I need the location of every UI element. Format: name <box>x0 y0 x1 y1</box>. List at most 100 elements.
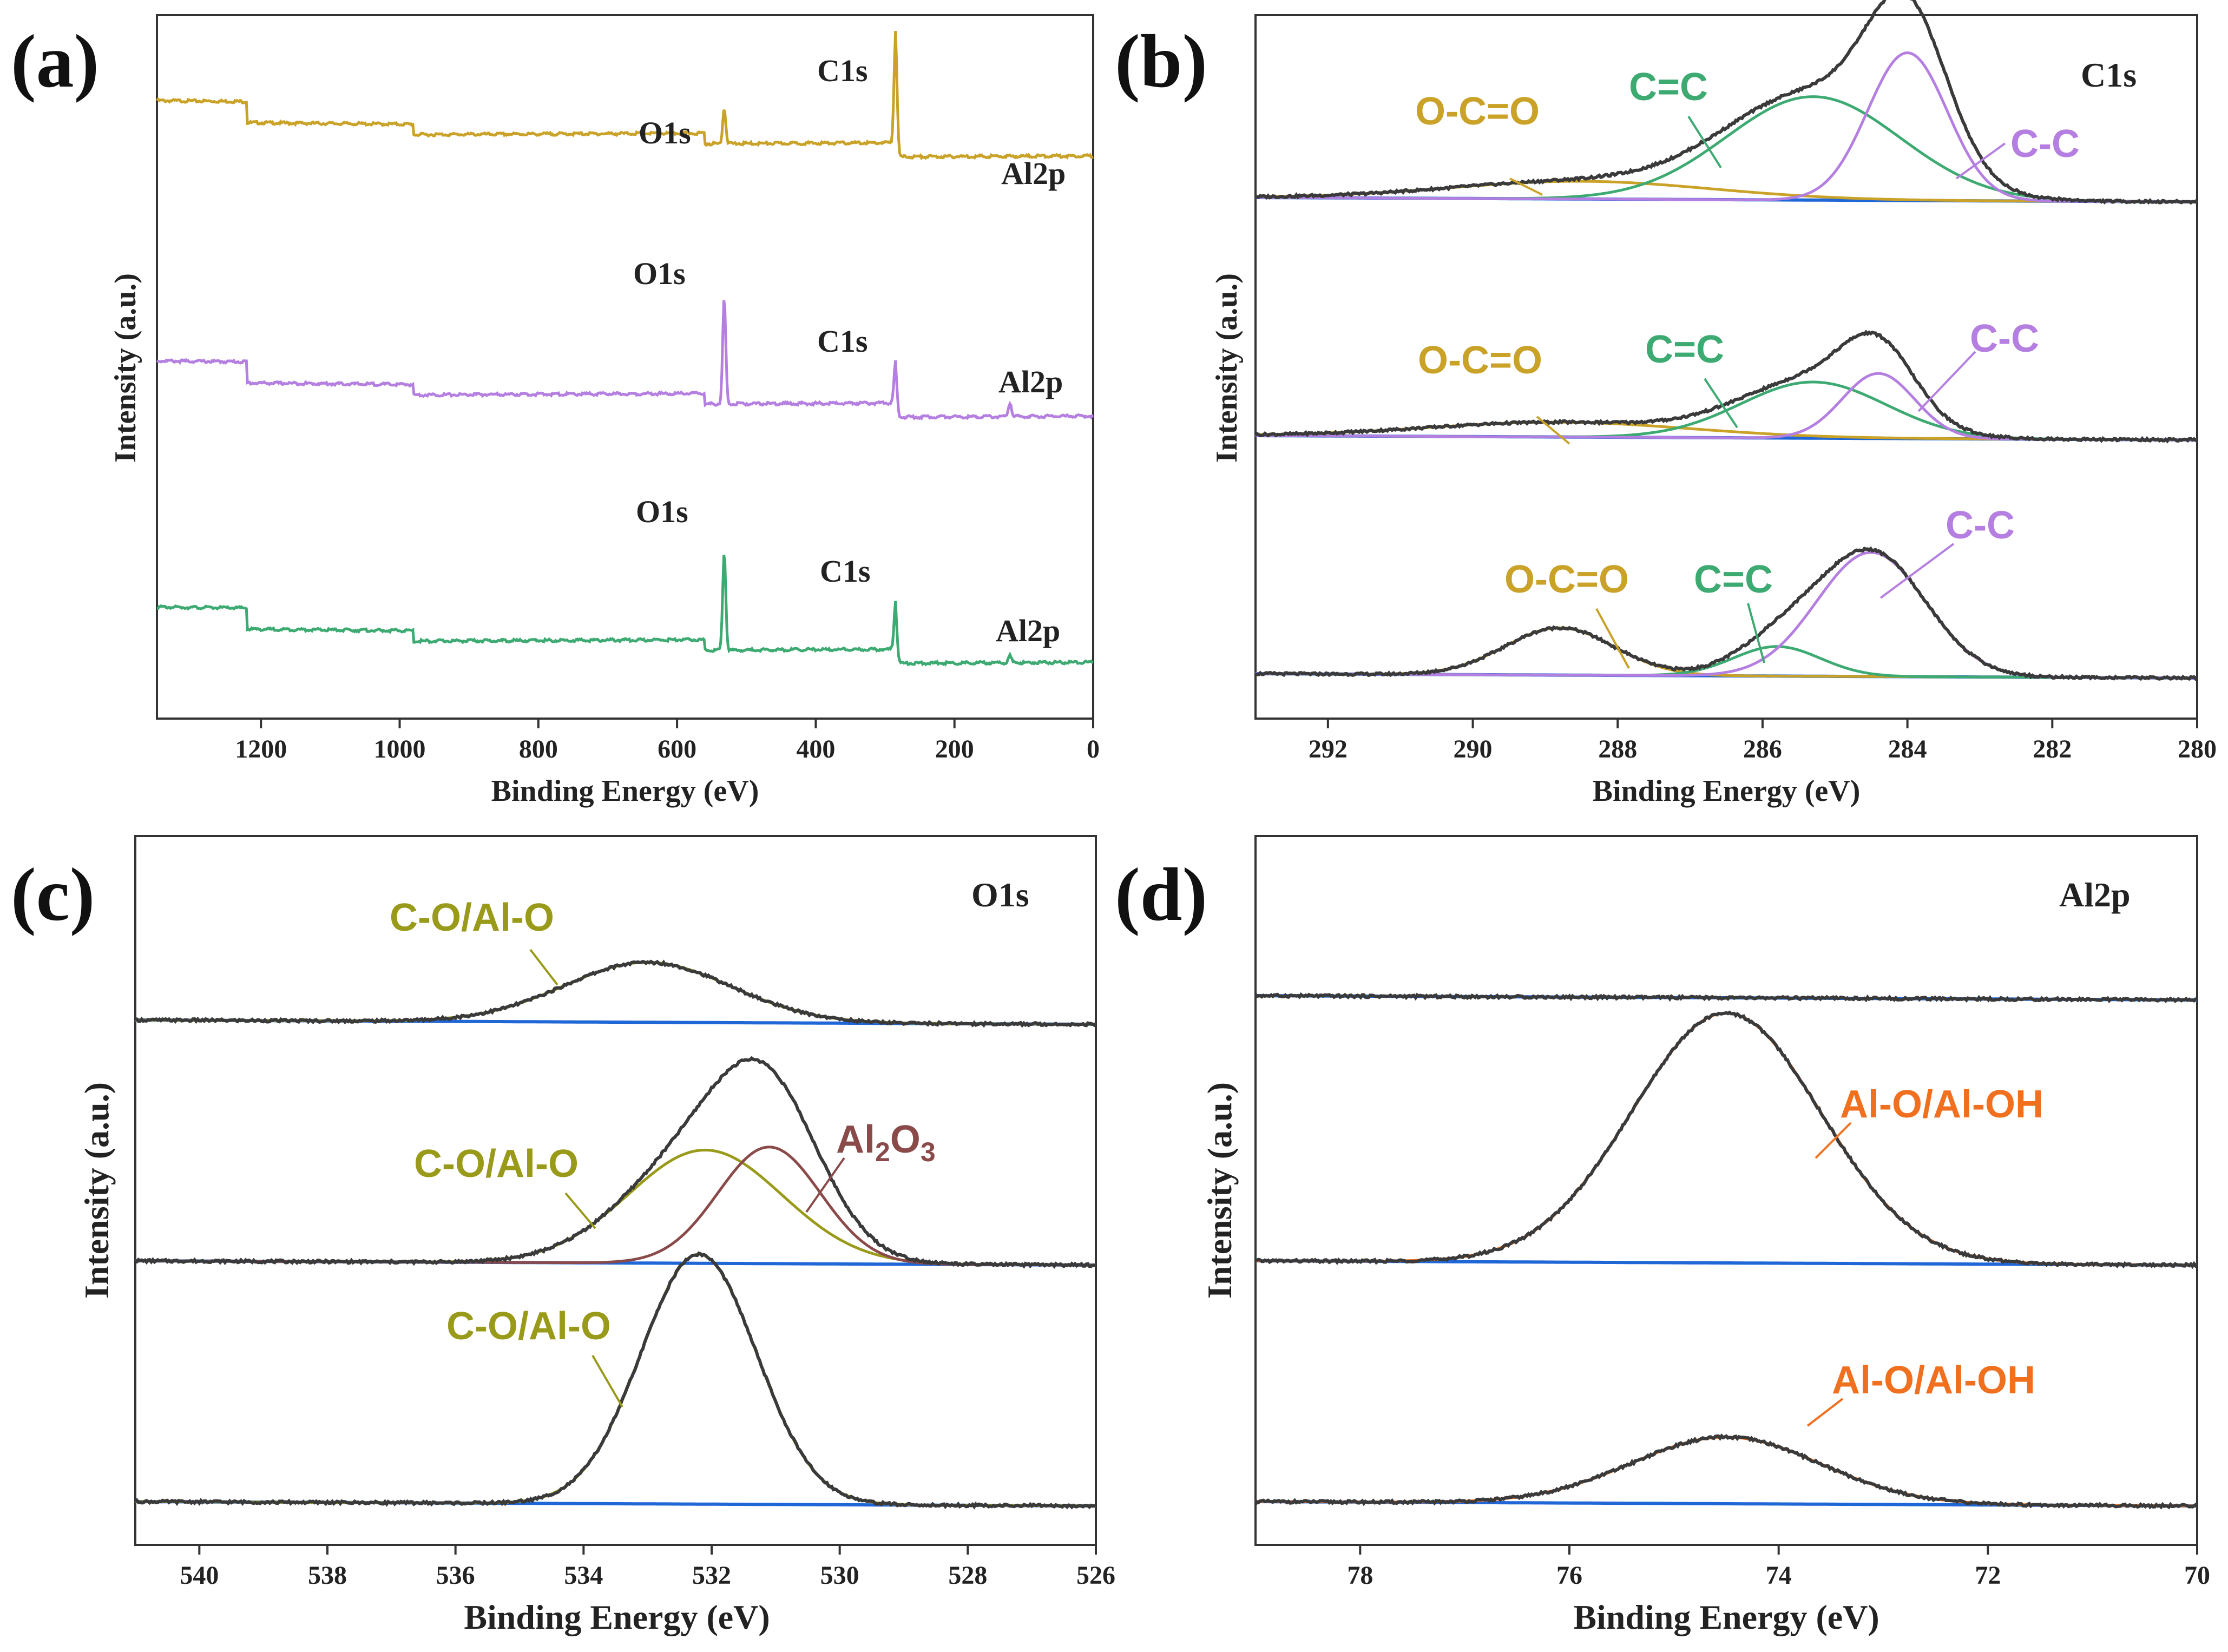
panel-c-tick-label-0: 540 <box>180 1561 219 1590</box>
panel-d-tick-label-4: 70 <box>2184 1561 2210 1590</box>
panel-c-label: (c) <box>11 853 95 937</box>
c-mid-label: C-O/Al-O <box>414 1142 579 1186</box>
b-top-cc-leader <box>1955 142 2006 180</box>
a-top-o1s: O1s <box>639 115 691 150</box>
c-mid-leader <box>564 1192 596 1229</box>
panel-c-ylabel: Intensity (a.u.) <box>77 1082 116 1299</box>
panel-b: 292 290 288 286 284 282 280 Binding Energy (eV… <box>1210 0 2217 808</box>
a-mid-al2p: Al2p <box>998 364 1063 399</box>
b-bot-cc: C-C <box>1946 504 2015 547</box>
panel-a-tick-label-1: 1000 <box>374 735 426 764</box>
b-bot-occo: O-C=O <box>1504 558 1629 601</box>
c-bot-leader <box>591 1354 623 1408</box>
panel-a-tick-label-3: 600 <box>658 735 696 764</box>
panel-d-component-2-0 <box>1256 1436 2197 1508</box>
panel-b-corner-label: C1s <box>2081 56 2137 94</box>
panel-b-tick-label-4: 284 <box>1888 735 1927 764</box>
b-mid-cc-leader <box>1917 351 1976 412</box>
panel-b-ylabel: Intensity (a.u.) <box>1210 273 1244 463</box>
panel-a-series-bottom <box>156 555 1094 667</box>
panel-b-tick-label-6: 280 <box>2178 735 2217 764</box>
b-bot-cc2-leader <box>1747 603 1765 663</box>
a-mid-o1s: O1s <box>633 256 686 291</box>
panel-c-tick-label-6: 528 <box>948 1561 987 1590</box>
a-top-al2p: Al2p <box>1001 156 1066 191</box>
b-mid-cc2-leader <box>1704 378 1738 429</box>
panel-a-series-top <box>156 31 1094 161</box>
panel-b-envelope-1 <box>1254 330 2198 444</box>
panel-b-xlabel: Binding Energy (eV) <box>1593 774 1861 808</box>
panel-a-tick-label-2: 800 <box>519 735 558 764</box>
b-top-cc2-leader <box>1687 115 1722 169</box>
panel-a-tick-label-6: 0 <box>1087 735 1100 764</box>
panel-c-component-1-0 <box>135 1148 1096 1267</box>
panel-c-tick-label-3: 534 <box>564 1561 603 1590</box>
panel-c-tick-label-1: 538 <box>308 1561 347 1590</box>
panel-b-frame <box>1254 14 2198 720</box>
a-bot-o1s: O1s <box>636 494 688 529</box>
panel-c-envelope-0 <box>135 959 1097 1028</box>
panel-c-tick-label-4: 532 <box>692 1561 731 1590</box>
leader-lines <box>529 115 2006 1427</box>
panel-b-tick-label-2: 288 <box>1598 735 1637 764</box>
panel-d: 78 76 74 72 70 Binding Energy (eV) Intensity… <box>1200 835 2210 1636</box>
panel-d-tick-label-3: 72 <box>1975 1561 2001 1590</box>
panel-c-corner-label: O1s <box>971 876 1029 914</box>
panel-c-envelope-1 <box>135 1056 1097 1269</box>
panel-d-corner-label: Al2p <box>2059 876 2131 914</box>
panel-c-tick-label-5: 530 <box>820 1561 859 1590</box>
panel-d-tick-label-0: 78 <box>1347 1561 1373 1590</box>
panel-d-ylabel: Intensity (a.u.) <box>1200 1082 1239 1299</box>
panel-a-series-middle <box>156 300 1094 421</box>
b-mid-cc2: C=C <box>1645 328 1724 371</box>
a-top-c1s: C1s <box>817 53 867 88</box>
d-mid-leader <box>1815 1122 1852 1159</box>
panel-b-tick-label-5: 282 <box>2033 735 2072 764</box>
d-bot-label: Al-O/Al-OH <box>1832 1359 2035 1402</box>
panel-c-xlabel: Binding Energy (eV) <box>464 1598 770 1636</box>
a-bot-al2p: Al2p <box>996 613 1060 648</box>
panel-c-tick-label-7: 526 <box>1076 1561 1115 1590</box>
panel-c-envelope-2 <box>134 1251 1096 1510</box>
panel-b-tick-label-3: 286 <box>1743 735 1782 764</box>
panel-c-component-0-0 <box>135 960 1096 1026</box>
panel-a-tick-label-0: 1200 <box>235 735 287 764</box>
panel-c-tick-label-2: 536 <box>436 1561 475 1590</box>
b-top-occo-leader <box>1509 177 1543 196</box>
panel-a-ylabel: Intensity (a.u.) <box>109 273 142 463</box>
panel-d-xlabel: Binding Energy (eV) <box>1573 1598 1879 1636</box>
b-mid-cc: C-C <box>1970 317 2039 360</box>
c-mid-al2o3: Al2O3 <box>836 1118 936 1167</box>
panel-a-tick-label-5: 200 <box>935 735 974 764</box>
b-bot-cc-leader <box>1879 543 1955 599</box>
a-bot-c1s: C1s <box>820 554 870 589</box>
b-mid-occo: O-C=O <box>1418 339 1542 382</box>
panel-b-component-0-2 <box>1256 51 2197 203</box>
panel-d-envelope-0 <box>1254 992 2198 1003</box>
c-top-label: C-O/Al-O <box>390 896 554 939</box>
panel-d-frame <box>1254 835 2198 1546</box>
d-mid-label: Al-O/Al-OH <box>1840 1083 2043 1126</box>
b-mid-occo-leader <box>1536 416 1570 445</box>
panel-c-component-2-0 <box>135 1253 1096 1508</box>
panel-b-envelope-2 <box>1255 546 2199 681</box>
panel-b-component-2-0 <box>1256 626 2197 680</box>
panel-d-component-1-0 <box>1256 1011 2197 1267</box>
b-top-cc2: C=C <box>1629 65 1708 109</box>
a-mid-c1s: C1s <box>817 324 867 359</box>
panel-d-envelope-2 <box>1254 1433 2199 1510</box>
panel-c: 540 538 536 534 532 530 528 526 Binding Energy … <box>77 835 1115 1636</box>
panel-a-frame <box>156 14 1094 720</box>
c-mid-al2o3-leader <box>805 1157 845 1213</box>
panel-d-label: (d) <box>1115 853 1207 937</box>
panel-b-tick-label-1: 290 <box>1454 735 1493 764</box>
panel-b-label: (b) <box>1115 19 1207 103</box>
b-bot-occo-leader <box>1595 608 1630 669</box>
panel-b-tick-label-0: 292 <box>1309 735 1348 764</box>
b-top-occo: O-C=O <box>1415 90 1540 133</box>
panel-c-frame <box>134 835 1097 1546</box>
d-bot-leader <box>1806 1398 1844 1427</box>
c-top-leader <box>529 949 558 986</box>
panel-d-envelope-1 <box>1255 1010 2199 1269</box>
